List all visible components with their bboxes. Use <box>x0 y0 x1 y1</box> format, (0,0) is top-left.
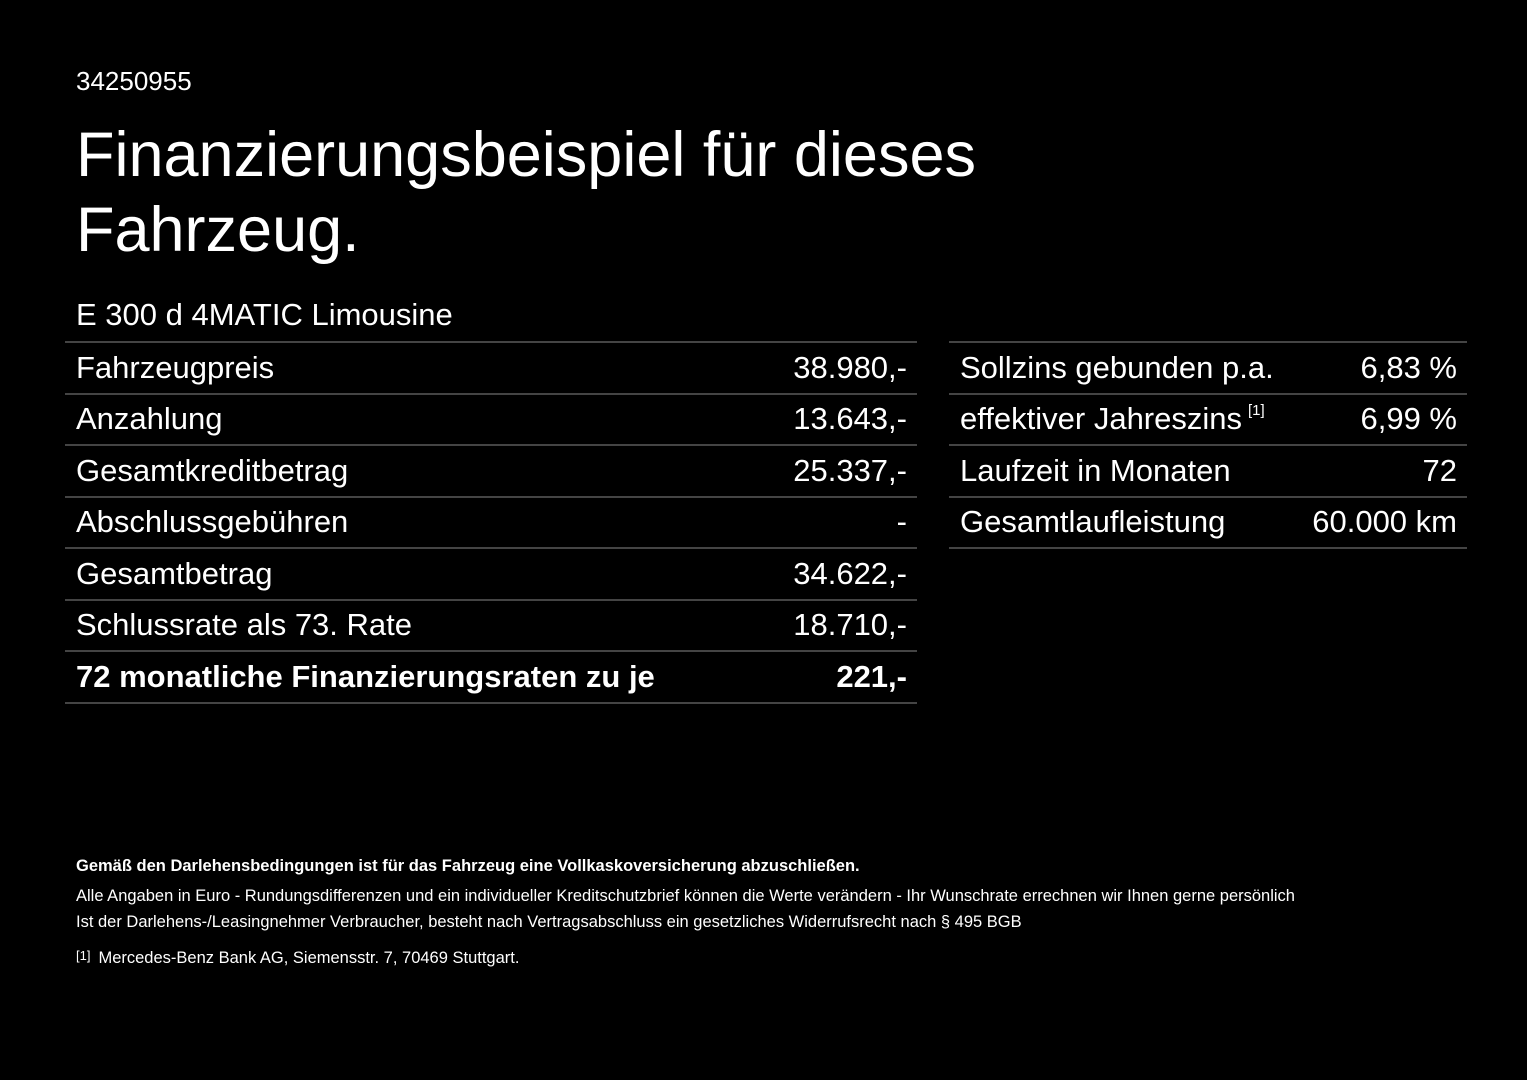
insurance-note: Gemäß den Darlehensbedingungen ist für d… <box>76 857 860 875</box>
table-row: Gesamtlaufleistung 60.000 km <box>949 498 1467 549</box>
table-row: Fahrzeugpreis 38.980,- <box>65 343 917 395</box>
financing-table: Fahrzeugpreis 38.980,- Anzahlung 13.643,- … <box>65 341 917 704</box>
row-label: Gesamtlaufleistung <box>960 504 1226 540</box>
row-label: Sollzins gebunden p.a. <box>960 349 1274 385</box>
row-value: 6,83 % <box>1360 349 1457 385</box>
table-row: Gesamtkreditbetrag 25.337,- <box>65 446 917 498</box>
table-row: Sollzins gebunden p.a. 6,83 % <box>949 343 1467 395</box>
row-label: Gesamtbetrag <box>76 555 273 591</box>
row-value: 13.643,- <box>793 401 907 437</box>
row-value: 6,99 % <box>1360 401 1457 437</box>
row-value: 18.710,- <box>793 607 907 643</box>
disclaimer-line: Alle Angaben in Euro - Rundungsdifferenz… <box>76 887 1295 905</box>
table-row: Schlussrate als 73. Rate 18.710,- <box>65 601 917 652</box>
table-row: effektiver Jahreszins [1] 6,99 % <box>949 395 1467 446</box>
row-label: Laufzeit in Monaten <box>960 452 1231 488</box>
row-label: Fahrzeugpreis <box>76 349 275 385</box>
row-value: - <box>896 504 907 540</box>
model-name: E 300 d 4MATIC Limousine <box>76 297 453 332</box>
interest-table: Sollzins gebunden p.a. 6,83 % effektiver … <box>949 341 1467 549</box>
row-value: 38.980,- <box>793 349 907 385</box>
row-label: effektiver Jahreszins <box>960 401 1242 437</box>
row-value: 34.622,- <box>793 555 907 591</box>
footer-notes: Gemäß den Darlehensbedingungen ist für d… <box>76 853 1295 971</box>
monthly-rate-row: 72 monatliche Finanzierungsraten zu je 22… <box>65 652 917 704</box>
table-row: Abschlussgebühren - <box>65 498 917 549</box>
table-row: Gesamtbetrag 34.622,- <box>65 549 917 601</box>
table-row: Anzahlung 13.643,- <box>65 395 917 446</box>
footnote-marker: [1] <box>76 948 91 963</box>
reference-number: 34250955 <box>76 66 192 96</box>
page-title: Finanzierungsbeispiel für dieses Fahrzeu… <box>76 120 976 265</box>
row-label: Gesamtkreditbetrag <box>76 452 349 488</box>
row-value: 72 <box>1422 452 1457 488</box>
row-label: Abschlussgebühren <box>76 504 349 540</box>
table-row: Laufzeit in Monaten 72 <box>949 446 1467 498</box>
disclaimer-line: Ist der Darlehens-/Leasingnehmer Verbrau… <box>76 913 1022 931</box>
row-label: Anzahlung <box>76 401 223 437</box>
footnote-text: Mercedes-Benz Bank AG, Siemensstr. 7, 70… <box>98 949 520 967</box>
row-value: 221,- <box>836 658 907 694</box>
row-value: 60.000 km <box>1312 504 1457 540</box>
footnote-marker: [1] <box>1248 402 1265 420</box>
row-value: 25.337,- <box>793 452 907 488</box>
row-label: Schlussrate als 73. Rate <box>76 607 413 643</box>
footnote: [1] Mercedes-Benz Bank AG, Siemensstr. 7,… <box>76 943 1295 971</box>
row-label: 72 monatliche Finanzierungsraten zu je <box>76 658 655 694</box>
